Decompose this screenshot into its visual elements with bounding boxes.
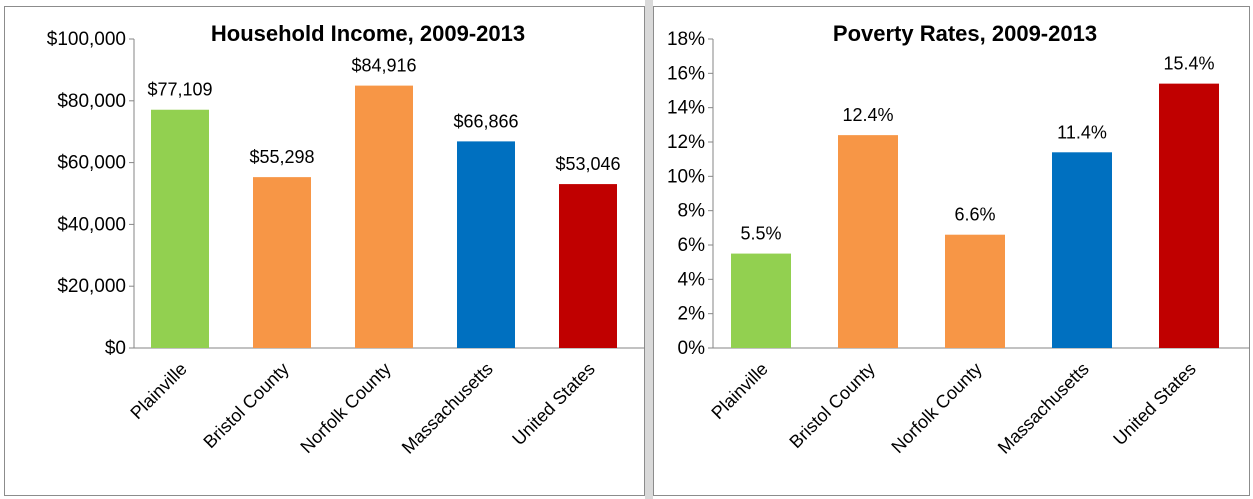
data-label: $84,916 — [351, 56, 416, 76]
y-tick-label: 0% — [678, 338, 706, 359]
y-tick-label: 8% — [678, 201, 706, 222]
y-tick-label: $40,000 — [57, 214, 126, 235]
bar-norfolk-county — [355, 85, 413, 348]
category-label: Bristol County — [785, 359, 878, 452]
poverty-rates-chart-panel: Poverty Rates, 2009-2013 0% 2% 4% 6% 8% 10% 12%… — [653, 6, 1250, 496]
data-label: 15.4% — [1163, 54, 1214, 74]
y-tick-label: 4% — [678, 269, 706, 290]
y-tick-label: $20,000 — [57, 276, 126, 297]
data-label: 11.4% — [1057, 122, 1107, 142]
category-label: Norfolk County — [887, 359, 985, 457]
y-tick-label: 6% — [678, 235, 706, 256]
y-tick-label: 12% — [667, 132, 705, 153]
chart-title: Household Income, 2009-2013 — [211, 21, 525, 46]
category-label: Massachusetts — [994, 359, 1093, 458]
category-label: Plainville — [707, 359, 771, 423]
y-tick-label: 2% — [678, 304, 706, 325]
y-tick-label: $80,000 — [57, 91, 126, 112]
data-label: 5.5% — [740, 224, 781, 244]
household-income-chart-panel: Household Income, 2009-2013 $0 $20,000 $40,… — [4, 6, 645, 496]
y-tick-label: 16% — [667, 63, 705, 84]
bar-massachusetts — [1052, 152, 1112, 348]
category-label: Bristol County — [199, 359, 292, 452]
bar-norfolk-county — [945, 234, 1005, 348]
bar-massachusetts — [457, 141, 515, 348]
chart-title: Poverty Rates, 2009-2013 — [833, 21, 1097, 46]
category-label: United States — [508, 359, 599, 450]
category-label: United States — [1109, 359, 1200, 450]
category-label: Norfolk County — [296, 359, 394, 457]
bar-united-states — [1159, 83, 1219, 348]
bar-plainville — [731, 253, 791, 348]
y-tick-label: $0 — [105, 338, 126, 359]
data-label: $66,866 — [453, 111, 518, 131]
y-tick-label: $60,000 — [57, 153, 126, 174]
data-label: 6.6% — [954, 205, 995, 225]
data-label: $55,298 — [249, 147, 314, 167]
y-tick-label: 18% — [667, 29, 705, 50]
panel-divider — [645, 0, 653, 499]
y-tick-label: 10% — [667, 166, 705, 187]
category-label: Massachusetts — [398, 359, 497, 458]
y-tick-label: 14% — [667, 98, 705, 119]
bar-bristol-county — [838, 135, 898, 348]
data-label: $53,046 — [555, 154, 620, 174]
bar-united-states — [559, 184, 617, 348]
y-tick-label: $100,000 — [47, 29, 126, 50]
category-label: Plainville — [126, 359, 190, 423]
bar-bristol-county — [253, 177, 311, 348]
household-income-chart: Household Income, 2009-2013 $0 $20,000 $40,… — [47, 21, 645, 458]
data-label: 12.4% — [842, 105, 893, 125]
poverty-rates-chart: Poverty Rates, 2009-2013 0% 2% 4% 6% 8% 10% 12%… — [667, 21, 1250, 458]
bar-plainville — [151, 109, 209, 349]
data-label: $77,109 — [147, 80, 212, 100]
